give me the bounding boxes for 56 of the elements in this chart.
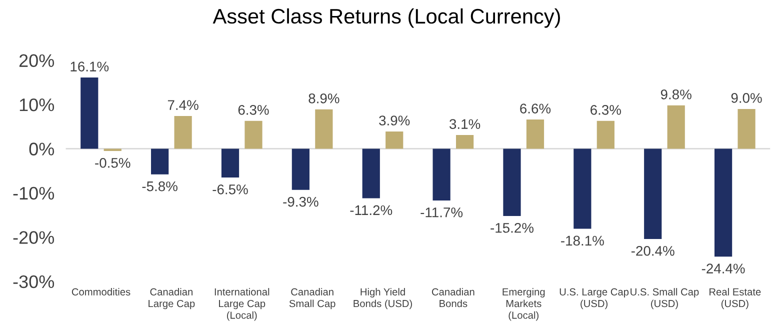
- y-tick-label: -20%: [13, 231, 54, 244]
- data-label: 6.6%: [520, 104, 551, 114]
- bar: [315, 109, 333, 149]
- x-tick-label: Canadian Bonds: [432, 288, 474, 308]
- y-tick-label: 0%: [29, 142, 54, 156]
- data-label: -11.2%: [350, 205, 392, 216]
- bar: [526, 120, 544, 149]
- data-label: -18.1%: [561, 236, 604, 246]
- x-tick-label: Commodities: [72, 288, 130, 296]
- x-tick-label: Canadian Large Cap: [148, 288, 195, 310]
- data-label: 6.3%: [238, 104, 269, 115]
- data-label: -20.4%: [631, 246, 674, 256]
- bar: [596, 120, 614, 149]
- bar: [244, 120, 262, 149]
- y-tick-label: -10%: [13, 186, 54, 200]
- bar: [667, 105, 685, 149]
- bar: [432, 148, 450, 200]
- bar: [221, 148, 240, 178]
- bar: [503, 148, 521, 216]
- data-label: -11.7%: [420, 208, 463, 218]
- data-label: 8.9%: [308, 93, 340, 104]
- x-tick-label: Canadian Small Cap: [289, 288, 336, 310]
- bar: [80, 78, 98, 149]
- bar: [174, 116, 192, 149]
- bar: [151, 148, 169, 174]
- data-label: -5.8%: [142, 181, 178, 192]
- data-label: -0.5%: [95, 158, 130, 168]
- bar: [386, 131, 404, 149]
- x-tick-label: High Yield Bonds (USD): [354, 288, 412, 310]
- x-tick-label: U.S. Large Cap (USD): [560, 288, 629, 310]
- x-tick-label: U.S. Small Cap (USD): [630, 288, 699, 310]
- bar: [714, 148, 732, 257]
- y-tick-label: 20%: [19, 54, 54, 68]
- data-label: 3.1%: [450, 119, 480, 129]
- y-tick-label: -30%: [13, 275, 54, 288]
- data-label: 3.9%: [379, 116, 410, 126]
- data-label: 9.0%: [731, 93, 762, 103]
- y-tick-label: 10%: [20, 98, 54, 112]
- data-label: -24.4%: [702, 264, 745, 274]
- x-tick-label: Emerging Markets (Local): [502, 288, 545, 321]
- data-label: 6.3%: [590, 104, 621, 115]
- data-label: -6.5%: [212, 184, 248, 194]
- bar: [738, 108, 756, 149]
- bar: [644, 148, 662, 239]
- data-label: -9.3%: [283, 196, 318, 207]
- x-tick-label: Real Estate (USD): [710, 288, 761, 310]
- data-label: 16.1%: [70, 62, 109, 72]
- data-label: 9.8%: [660, 90, 692, 100]
- data-label: -15.2%: [490, 222, 534, 233]
- x-tick-label: International Large Cap (Local): [214, 288, 270, 321]
- data-label: 7.4%: [168, 100, 198, 110]
- bar: [456, 135, 474, 149]
- chart-title: Asset Class Returns (Local Currency): [212, 8, 560, 28]
- bar: [574, 148, 592, 229]
- bar: [292, 148, 310, 190]
- bar: [362, 148, 380, 198]
